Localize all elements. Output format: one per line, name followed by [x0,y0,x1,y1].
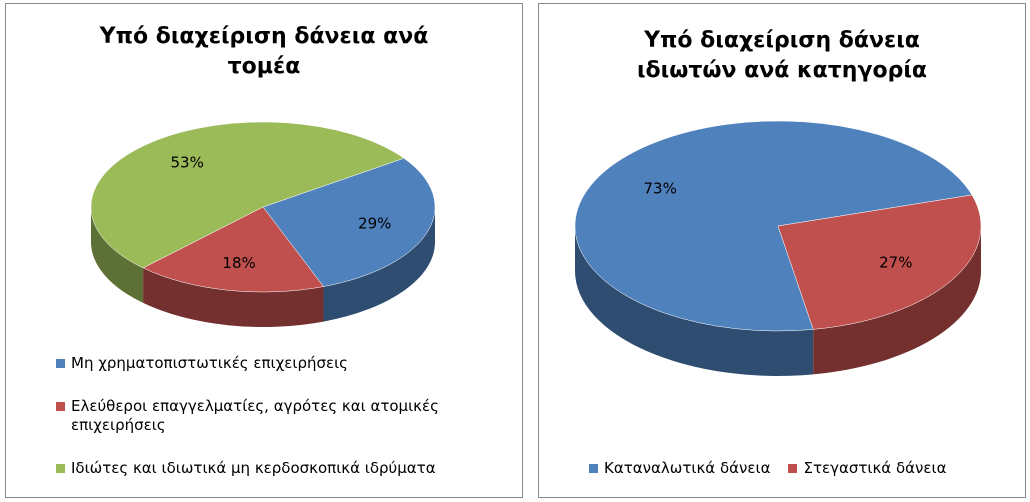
data-label: 18% [222,254,255,272]
slice-side [813,226,981,375]
slice-side [143,267,324,327]
legend-item: Ελεύθεροι επαγγελματίες, αγρότες και ατο… [56,397,496,435]
chart-panel: Υπό διαχείριση δάνεια ιδιωτών ανά κατηγο… [538,3,1026,498]
chart-title: Υπό διαχείριση δάνεια ανά τομέα [99,24,429,79]
pie-slice [777,194,982,330]
chart-panel: Υπό διαχείριση δάνεια ανά τομέα 29% 18% 53… [5,3,523,498]
data-label: 29% [358,215,391,233]
legend-label: Στεγαστικά δάνεια [803,459,947,477]
pie-plot: 73% 27% [574,120,982,376]
slice-side [575,226,814,376]
legend-item: Στεγαστικά δάνεια [788,459,946,478]
pie-slice [142,206,324,293]
pie-slice [574,120,973,332]
data-label: 53% [171,153,204,171]
legend-swatch [56,359,65,368]
legend-swatch [788,464,798,473]
legend-item: Ιδιώτες και ιδιωτικά μη κερδοσκοπικά ιδρ… [56,459,496,478]
slice-side [91,207,144,303]
pie-slice [262,157,436,287]
data-label: 73% [644,179,677,197]
legend-swatch [56,464,65,473]
pie-slice [90,121,405,269]
legend-label: Ιδιώτες και ιδιωτικά μη κερδοσκοπικά ιδρ… [71,459,436,477]
legend-swatch [56,402,65,411]
legend-item: Μη χρηματοπιστωτικές επιχειρήσεις [56,354,496,373]
legend-label: Ελεύθεροι επαγγελματίες, αγρότες και ατο… [71,397,439,434]
legend-item: Καταναλωτικά δάνεια [589,459,770,478]
legend-label: Μη χρηματοπιστωτικές επιχειρήσεις [71,354,348,372]
legend: Καταναλωτικά δάνεια Στεγαστικά δάνεια [589,459,946,478]
data-label: 27% [879,254,912,272]
slice-side [323,207,435,322]
pie-plot: 29% 18% 53% [90,121,436,327]
legend-label: Καταναλωτικά δάνεια [604,459,771,477]
legend-swatch [589,464,598,473]
chart-title: Υπό διαχείριση δάνεια ιδιωτών ανά κατηγο… [636,28,928,83]
legend: Μη χρηματοπιστωτικές επιχειρήσεις Ελεύθερ… [56,354,496,502]
